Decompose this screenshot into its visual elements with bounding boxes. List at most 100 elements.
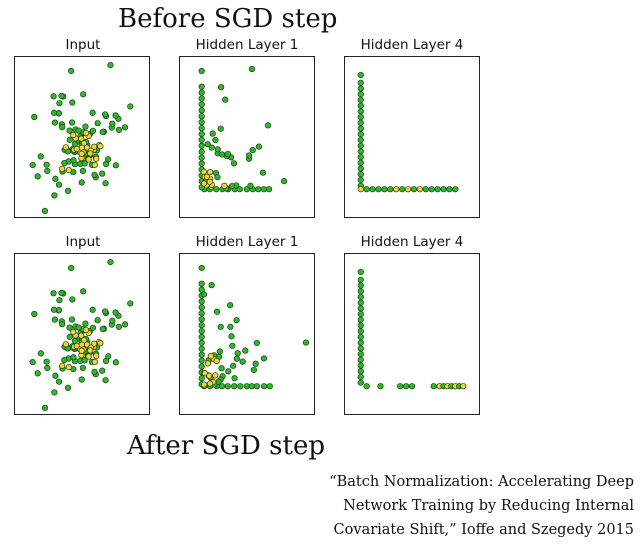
- green-point: [37, 350, 44, 357]
- yellow-point: [91, 161, 99, 168]
- green-point: [82, 123, 89, 130]
- yellow-point: [65, 364, 72, 371]
- yellow-point: [206, 168, 214, 176]
- green-point: [264, 122, 272, 129]
- green-point: [357, 108, 364, 115]
- green-point: [357, 171, 364, 178]
- green-point: [121, 321, 129, 328]
- green-point: [89, 109, 96, 116]
- green-point: [31, 113, 38, 121]
- green-point: [115, 323, 123, 331]
- green-point: [357, 119, 364, 126]
- green-point: [43, 161, 50, 168]
- green-point: [228, 182, 236, 190]
- green-point: [204, 141, 211, 148]
- yellow-point: [82, 326, 90, 334]
- green-point: [357, 276, 364, 283]
- green-point: [105, 353, 112, 360]
- green-point: [29, 358, 36, 366]
- green-point: [198, 322, 205, 329]
- scatter-panel-hidden4-after: [344, 253, 480, 415]
- green-point: [230, 362, 237, 369]
- scatter-panel-hidden4-before: [344, 56, 480, 218]
- yellow-point: [91, 358, 99, 365]
- green-point: [408, 383, 416, 390]
- green-point: [66, 127, 73, 134]
- green-point: [363, 186, 370, 193]
- after-sgd-title: After SGD step: [127, 431, 325, 461]
- green-point: [99, 367, 106, 374]
- scatter-plot-hidden1-after: [198, 264, 310, 390]
- green-point: [198, 125, 205, 132]
- green-point: [397, 383, 404, 390]
- green-point: [198, 327, 205, 335]
- green-point: [410, 186, 418, 193]
- yellow-point: [85, 156, 92, 163]
- yellow-point: [200, 168, 207, 175]
- green-point: [198, 130, 205, 138]
- yellow-point: [93, 352, 100, 359]
- green-point: [198, 286, 205, 293]
- green-point: [357, 125, 364, 132]
- green-point: [239, 358, 246, 365]
- yellow-point: [204, 360, 211, 367]
- green-point: [115, 126, 123, 134]
- green-point: [440, 186, 447, 193]
- green-point: [218, 365, 225, 372]
- green-point: [52, 175, 59, 182]
- green-point: [357, 299, 364, 306]
- green-point: [200, 291, 208, 298]
- yellow-point: [87, 150, 94, 157]
- green-point: [50, 109, 58, 116]
- yellow-point: [200, 180, 208, 187]
- yellow-point: [404, 186, 412, 193]
- green-point: [198, 304, 205, 311]
- green-point: [422, 186, 429, 193]
- green-point: [64, 187, 72, 194]
- green-point: [452, 186, 459, 193]
- green-point: [224, 150, 231, 158]
- green-point: [121, 124, 129, 131]
- panel-label-input-after: Input: [65, 234, 101, 250]
- citation: “Batch Normalization: Accelerating Deep …: [329, 470, 634, 542]
- green-point: [56, 297, 63, 304]
- green-point: [58, 92, 65, 100]
- green-point: [208, 282, 215, 289]
- green-point: [198, 67, 205, 75]
- green-point: [237, 383, 244, 390]
- green-point: [198, 107, 205, 114]
- green-point: [260, 355, 268, 362]
- green-point: [212, 136, 219, 144]
- green-point: [255, 143, 263, 150]
- panel-label-hidden4-after: Hidden Layer 4: [360, 234, 464, 250]
- green-point: [79, 364, 86, 371]
- green-point: [99, 325, 106, 333]
- green-point: [224, 383, 231, 390]
- green-point: [357, 345, 364, 352]
- panel-label-input-before: Input: [65, 37, 101, 53]
- green-point: [107, 258, 114, 266]
- yellow-point: [460, 383, 467, 390]
- green-point: [357, 102, 364, 109]
- green-point: [105, 156, 112, 163]
- green-point: [43, 358, 50, 365]
- green-point: [217, 84, 225, 91]
- yellow-point: [357, 186, 364, 193]
- green-point: [227, 323, 234, 330]
- green-point: [52, 372, 59, 379]
- green-point: [127, 300, 134, 307]
- green-point: [253, 383, 260, 390]
- green-point: [198, 136, 205, 144]
- green-point: [357, 350, 364, 358]
- citation-line-1: “Batch Normalization: Accelerating Deep: [329, 474, 634, 490]
- yellow-point: [85, 353, 92, 360]
- green-point: [357, 148, 364, 155]
- scatter-plot-hidden1-before: [198, 65, 288, 193]
- green-point: [229, 342, 236, 349]
- green-point: [357, 339, 364, 346]
- green-point: [68, 119, 76, 126]
- green-point: [233, 317, 240, 324]
- green-point: [91, 171, 98, 178]
- green-point: [37, 153, 44, 160]
- green-point: [79, 167, 86, 174]
